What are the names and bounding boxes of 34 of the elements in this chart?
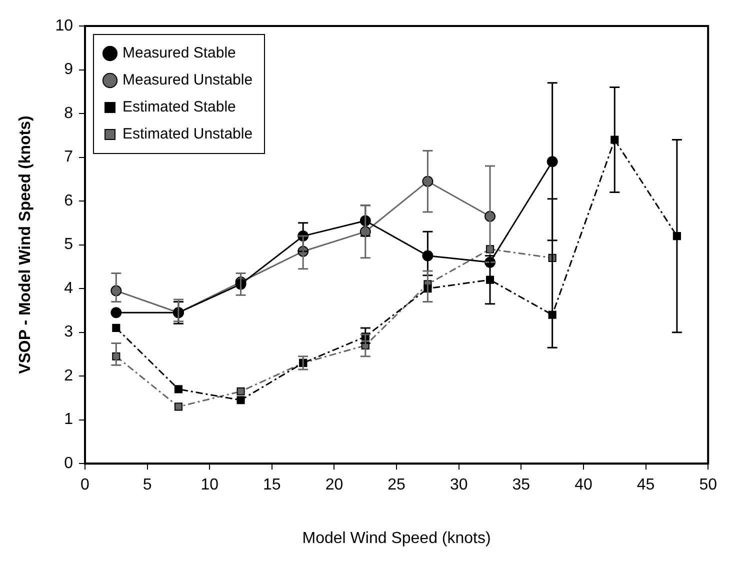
x-tick-label: 35 xyxy=(512,476,530,494)
x-tick-label: 0 xyxy=(80,476,90,494)
x-tick-label: 15 xyxy=(263,476,281,494)
point xyxy=(174,402,182,411)
y-tick-label: 3 xyxy=(64,324,74,341)
point xyxy=(112,324,120,332)
point xyxy=(110,307,122,318)
legend-label: Estimated Stable xyxy=(122,98,236,116)
y-tick-label: 1 xyxy=(64,411,74,428)
x-axis-title: Model Wind Speed (knots) xyxy=(302,530,491,547)
x-tick-label: 10 xyxy=(200,476,219,494)
y-tick-label: 9 xyxy=(64,61,74,78)
y-tick-label: 10 xyxy=(55,17,74,34)
legend-label: Measured Stable xyxy=(122,44,236,62)
legend-label: Estimated Unstable xyxy=(122,126,253,143)
x-tick-label: 25 xyxy=(388,476,406,494)
x-tick-label: 20 xyxy=(325,476,344,494)
x-tick-label: 45 xyxy=(636,476,655,494)
legend-label: Measured Unstable xyxy=(122,72,253,89)
y-axis-title: VSOP - Model Wind Speed (knots) xyxy=(17,116,34,374)
x-tick-label: 40 xyxy=(574,476,592,494)
y-tick-label: 4 xyxy=(64,280,74,297)
point xyxy=(236,387,245,396)
x-tick-label: 5 xyxy=(142,476,152,494)
x-tick-label: 30 xyxy=(450,476,468,494)
y-tick-label: 5 xyxy=(64,236,74,254)
y-tick-label: 0 xyxy=(64,455,74,472)
y-tick-label: 8 xyxy=(64,104,74,122)
y-tick-label: 7 xyxy=(64,148,74,166)
y-tick-label: 2 xyxy=(64,367,74,384)
point xyxy=(174,385,182,394)
y-tick-label: 6 xyxy=(64,192,74,210)
x-tick-label: 50 xyxy=(699,476,718,494)
point xyxy=(236,396,245,404)
